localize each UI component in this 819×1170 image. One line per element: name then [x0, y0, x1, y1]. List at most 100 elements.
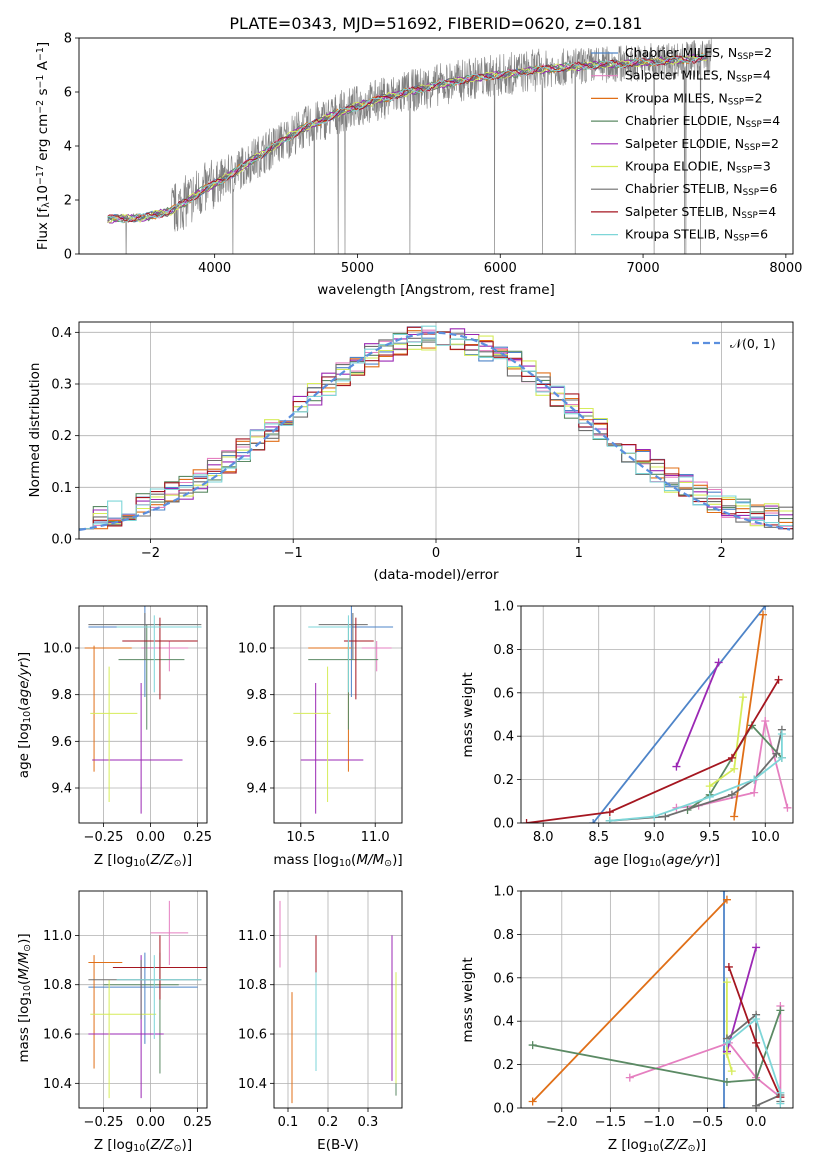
x-tick-label: −1.5: [595, 1115, 627, 1130]
y-tick-label: 0.6: [493, 686, 514, 701]
y-tick-label: 10.8: [43, 978, 72, 993]
y-tick-label: 10.0: [43, 642, 72, 657]
x-tick-label: 0.3: [358, 1115, 379, 1130]
x-tick-label: 4000: [198, 261, 231, 276]
x-tick-label: 11.0: [361, 830, 390, 845]
plus-marker: [727, 790, 736, 799]
x-tick-label: 9.5: [699, 830, 720, 845]
y-tick-label: 0.0: [51, 533, 72, 548]
plus-marker: [705, 782, 714, 791]
chart-layer: 4000 5000 6000 7000 8000 0 2 4 6 8 Chabrier MILES,…: [16, 32, 802, 1155]
axes-weight_vs_Z: −2.0 −1.5 −1.0 −0.5 0.0 0.0 0.2 0.4 0.6 0.8 1.0 Z […: [460, 885, 794, 1154]
y-tick-label: 9.6: [246, 735, 267, 750]
plus-marker: [752, 1015, 761, 1024]
y-tick-label: 11.0: [43, 929, 72, 944]
legend-label: Chabrier ELODIE, NSSP=4: [625, 113, 780, 130]
mass-weight-line: [726, 1012, 782, 1108]
y-tick-label: 0.3: [51, 378, 72, 393]
x-tick-label: −0.25: [84, 830, 124, 845]
plus-marker: [750, 775, 759, 784]
axes-frame: [520, 890, 794, 1109]
plot-area: [79, 325, 793, 531]
x-tick-label: 0.25: [183, 1115, 212, 1130]
y-tick-label: 0.6: [493, 971, 514, 986]
axes-residuals: −2 −1 0 1 2 0.0 0.1 0.2 0.3 0.4 𝒩(0, 1) (data-model…: [27, 321, 794, 583]
plus-marker: [705, 792, 714, 801]
mass-weight-line: [675, 662, 720, 767]
legend-label: 𝒩(0, 1): [730, 336, 776, 351]
x-tick-label: 1: [575, 546, 583, 561]
y-tick-label: 4: [64, 140, 72, 155]
plus-marker: [772, 749, 781, 758]
model-spectrum: [107, 53, 708, 223]
plus-marker: [774, 675, 783, 684]
y-tick-label: 11.0: [238, 929, 267, 944]
spectrum-legend: Chabrier MILES, NSSP=2 Salpeter MILES, NS…: [591, 45, 780, 244]
x-tick-label: −1: [284, 546, 303, 561]
legend-label: Salpeter STELIB, NSSP=4: [625, 204, 776, 221]
x-tick-label: 0.1: [278, 1115, 299, 1130]
plus-marker: [776, 1006, 785, 1015]
y-axis-label: Normed distribution: [27, 363, 43, 498]
plot-area: [279, 900, 397, 1104]
x-tick-label: −2: [141, 546, 160, 561]
plus-marker: [528, 1041, 537, 1050]
x-tick-label: 6000: [484, 261, 517, 276]
plus-marker: [605, 816, 614, 823]
y-tick-label: 9.8: [246, 688, 267, 703]
plus-marker: [722, 1038, 731, 1047]
axes-spectrum: 4000 5000 6000 7000 8000 0 2 4 6 8 Chabrier MILES,…: [35, 32, 802, 299]
x-axis-label: Z [log10(Z/Z⊙)]: [94, 852, 192, 869]
plus-marker: [720, 1104, 729, 1108]
plus-marker: [730, 812, 739, 821]
x-axis-label: mass [log10(M/M⊙)]: [273, 852, 402, 869]
plus-marker: [776, 1088, 785, 1097]
y-tick-label: 9.4: [51, 782, 72, 797]
axes-mass_vs_ebv: 0.1 0.2 0.3 10.4 10.6 10.8 11.0 E(B-V): [238, 890, 403, 1153]
y-tick-label: 10.8: [238, 978, 267, 993]
plus-marker: [759, 610, 768, 619]
x-tick-label: 5000: [341, 261, 374, 276]
y-tick-label: 10.6: [43, 1028, 72, 1043]
plot-area: [107, 38, 712, 254]
y-tick-label: 0.8: [493, 643, 514, 658]
plus-marker: [730, 764, 739, 773]
x-axis-label: Z [log10(Z/Z⊙)]: [94, 1137, 192, 1154]
plot-area: [522, 606, 792, 823]
x-axis-label: wavelength [Angstrom, rest frame]: [317, 282, 555, 298]
y-tick-label: 0.0: [493, 817, 514, 832]
plus-marker: [777, 730, 786, 739]
x-axis-label: E(B-V): [317, 1137, 359, 1153]
x-tick-label: 10.0: [751, 830, 780, 845]
x-tick-label: 0.2: [318, 1115, 339, 1130]
x-tick-label: −0.5: [692, 1115, 724, 1130]
y-tick-label: 10.0: [238, 642, 267, 657]
legend-label: Kroupa MILES, NSSP=2: [625, 90, 763, 107]
plus-marker: [714, 658, 723, 667]
y-tick-label: 0.8: [493, 928, 514, 943]
plus-marker: [761, 606, 770, 610]
x-tick-label: 0.0: [746, 1115, 767, 1130]
x-axis-label: Z [log10(Z/Z⊙)]: [608, 1137, 706, 1154]
x-tick-label: −1.0: [643, 1115, 675, 1130]
plus-marker: [752, 1101, 761, 1108]
model-spectrum: [107, 55, 708, 223]
axes-age_vs_Z: −0.25 0.00 0.25 9.4 9.6 9.8 10.0 Z [log10(Z/Z⊙)…: [16, 605, 212, 869]
legend-label: Chabrier STELIB, NSSP=6: [625, 181, 778, 198]
y-tick-label: 0.2: [51, 429, 72, 444]
plus-marker: [761, 717, 770, 726]
plot-area: [528, 891, 785, 1108]
plot-area: [88, 900, 207, 1099]
plus-marker: [777, 753, 786, 762]
plot-area: [84, 606, 202, 814]
plus-marker: [722, 1049, 731, 1058]
mass-weight-line: [686, 723, 783, 811]
mass-weight-line: [609, 729, 783, 822]
y-tick-label: 10.4: [43, 1077, 72, 1092]
x-tick-label: 0.00: [136, 1115, 165, 1130]
mass-weight-line: [532, 1010, 782, 1083]
plus-marker: [724, 962, 733, 971]
axes-frame: [78, 890, 208, 1109]
plus-marker: [661, 812, 670, 821]
